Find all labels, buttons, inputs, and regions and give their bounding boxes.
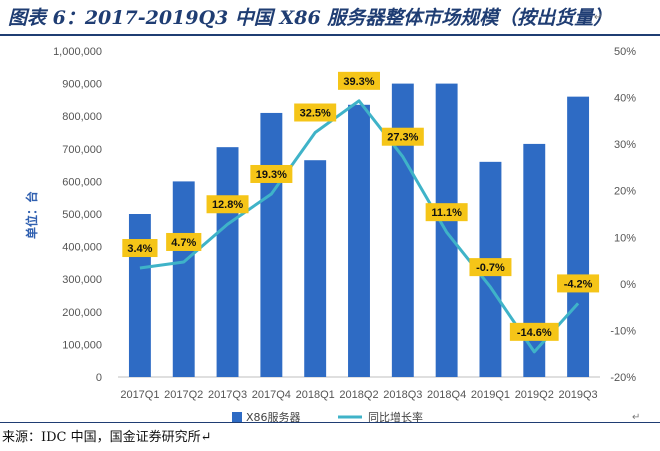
- y2-tick-label: 40%: [614, 93, 636, 105]
- data-label: 11.1%: [431, 207, 462, 219]
- y-tick-label: 400,000: [62, 242, 102, 254]
- y-tick-label: 300,000: [62, 274, 102, 286]
- legend-label-line: 同比增长率: [368, 410, 423, 424]
- legend-swatch-bar: [232, 412, 242, 422]
- x-tick-label: 2018Q4: [427, 389, 466, 401]
- y2-tick-label: 50%: [614, 46, 636, 58]
- y-tick-label: 600,000: [62, 176, 102, 188]
- x-tick-label: 2017Q3: [208, 389, 247, 401]
- legend-label-bar: X86服务器: [246, 411, 301, 424]
- y2-tick-label: 20%: [614, 186, 636, 198]
- data-label-box: [469, 258, 512, 277]
- data-label-box: [250, 164, 293, 183]
- data-label: 4.7%: [171, 237, 196, 249]
- title-paragraph-mark: ↵: [594, 12, 603, 23]
- y2-tick-label: 0%: [620, 279, 636, 291]
- x-tick-label: 2018Q1: [296, 389, 335, 401]
- data-label: -4.2%: [564, 278, 593, 290]
- bar: [567, 96, 590, 377]
- growth-line-series: [139, 99, 580, 354]
- axes: 0 100,000 200,000 300,000 400,000 500,000 600,…: [24, 46, 636, 401]
- y-tick-label: 800,000: [62, 111, 102, 123]
- chart-title: 图表 6：2017-2019Q3 中国 X86 服务器整体市场规模（按出货量）: [8, 7, 613, 29]
- source-note: 来源：IDC 中国，国金证券研究所↵: [2, 430, 212, 445]
- data-label: -14.6%: [517, 327, 552, 339]
- data-label-box: [166, 232, 202, 251]
- data-label-box: [425, 203, 468, 222]
- title-divider: [0, 34, 660, 36]
- bar: [260, 112, 283, 377]
- bar: [523, 143, 546, 377]
- x-tick-label: 2019Q3: [559, 389, 598, 401]
- x-tick-label: 2019Q1: [471, 389, 510, 401]
- x-tick-label: 2017Q1: [120, 389, 159, 401]
- legend: X86服务器 同比增长率: [232, 410, 423, 424]
- data-label-box: [338, 71, 380, 90]
- data-label: 12.8%: [212, 199, 243, 211]
- data-label: 39.3%: [343, 76, 374, 88]
- y2-tick-label: 30%: [614, 139, 636, 151]
- bar: [172, 181, 195, 377]
- data-label-box: [557, 274, 600, 293]
- data-label-box: [122, 239, 158, 258]
- growth-line: [139, 99, 580, 354]
- data-label: 3.4%: [127, 243, 152, 255]
- y-tick-label: 100,000: [62, 339, 102, 351]
- y-tick-label: 200,000: [62, 307, 102, 319]
- y2-tick-label: -10%: [610, 325, 636, 337]
- x-tick-label: 2019Q2: [515, 389, 554, 401]
- bar: [348, 104, 370, 377]
- bar: [304, 160, 327, 377]
- x-tick-label: 2018Q2: [339, 389, 378, 401]
- data-label: 19.3%: [256, 169, 287, 181]
- x-tick-label: 2018Q3: [383, 389, 422, 401]
- bar: [128, 214, 151, 377]
- data-label-box: [294, 103, 337, 122]
- source-divider: [0, 422, 660, 423]
- bar: [216, 147, 239, 377]
- x-tick-label: 2017Q2: [164, 389, 203, 401]
- y-axis-label: 单位：台: [24, 191, 39, 239]
- data-label: -0.7%: [476, 262, 505, 274]
- bar-series: [128, 83, 590, 377]
- y-tick-label: 500,000: [62, 209, 102, 221]
- y-tick-label: 900,000: [62, 79, 102, 91]
- y-tick-label: 1,000,000: [53, 46, 102, 58]
- data-label-box: [206, 195, 249, 214]
- y2-tick-label: 10%: [614, 232, 636, 244]
- y-tick-label: 0: [96, 372, 102, 384]
- bar: [391, 83, 414, 377]
- data-label-box: [509, 322, 559, 341]
- y-tick-label: 700,000: [62, 144, 102, 156]
- data-label: 32.5%: [300, 108, 331, 120]
- y2-tick-label: -20%: [610, 372, 636, 384]
- x-tick-label: 2017Q4: [252, 389, 291, 401]
- data-label: 27.3%: [387, 132, 418, 144]
- data-label-box: [381, 127, 424, 146]
- corner-paragraph-mark: ↵: [632, 412, 641, 423]
- data-labels: 3.4% 4.7% 12.8% 19.3% 32.5% 39.3% 27.3% 11.1% -0…: [122, 71, 600, 341]
